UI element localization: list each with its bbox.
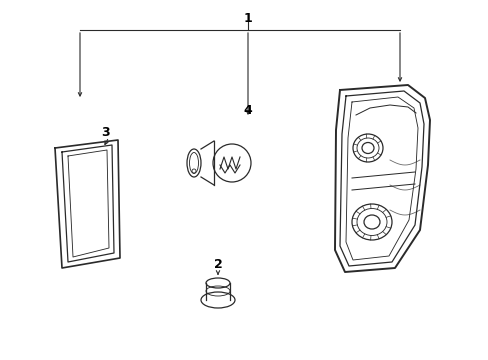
Text: 4: 4 bbox=[243, 104, 252, 117]
Text: 3: 3 bbox=[101, 126, 109, 139]
Text: 2: 2 bbox=[213, 258, 222, 271]
Text: 1: 1 bbox=[243, 12, 252, 24]
